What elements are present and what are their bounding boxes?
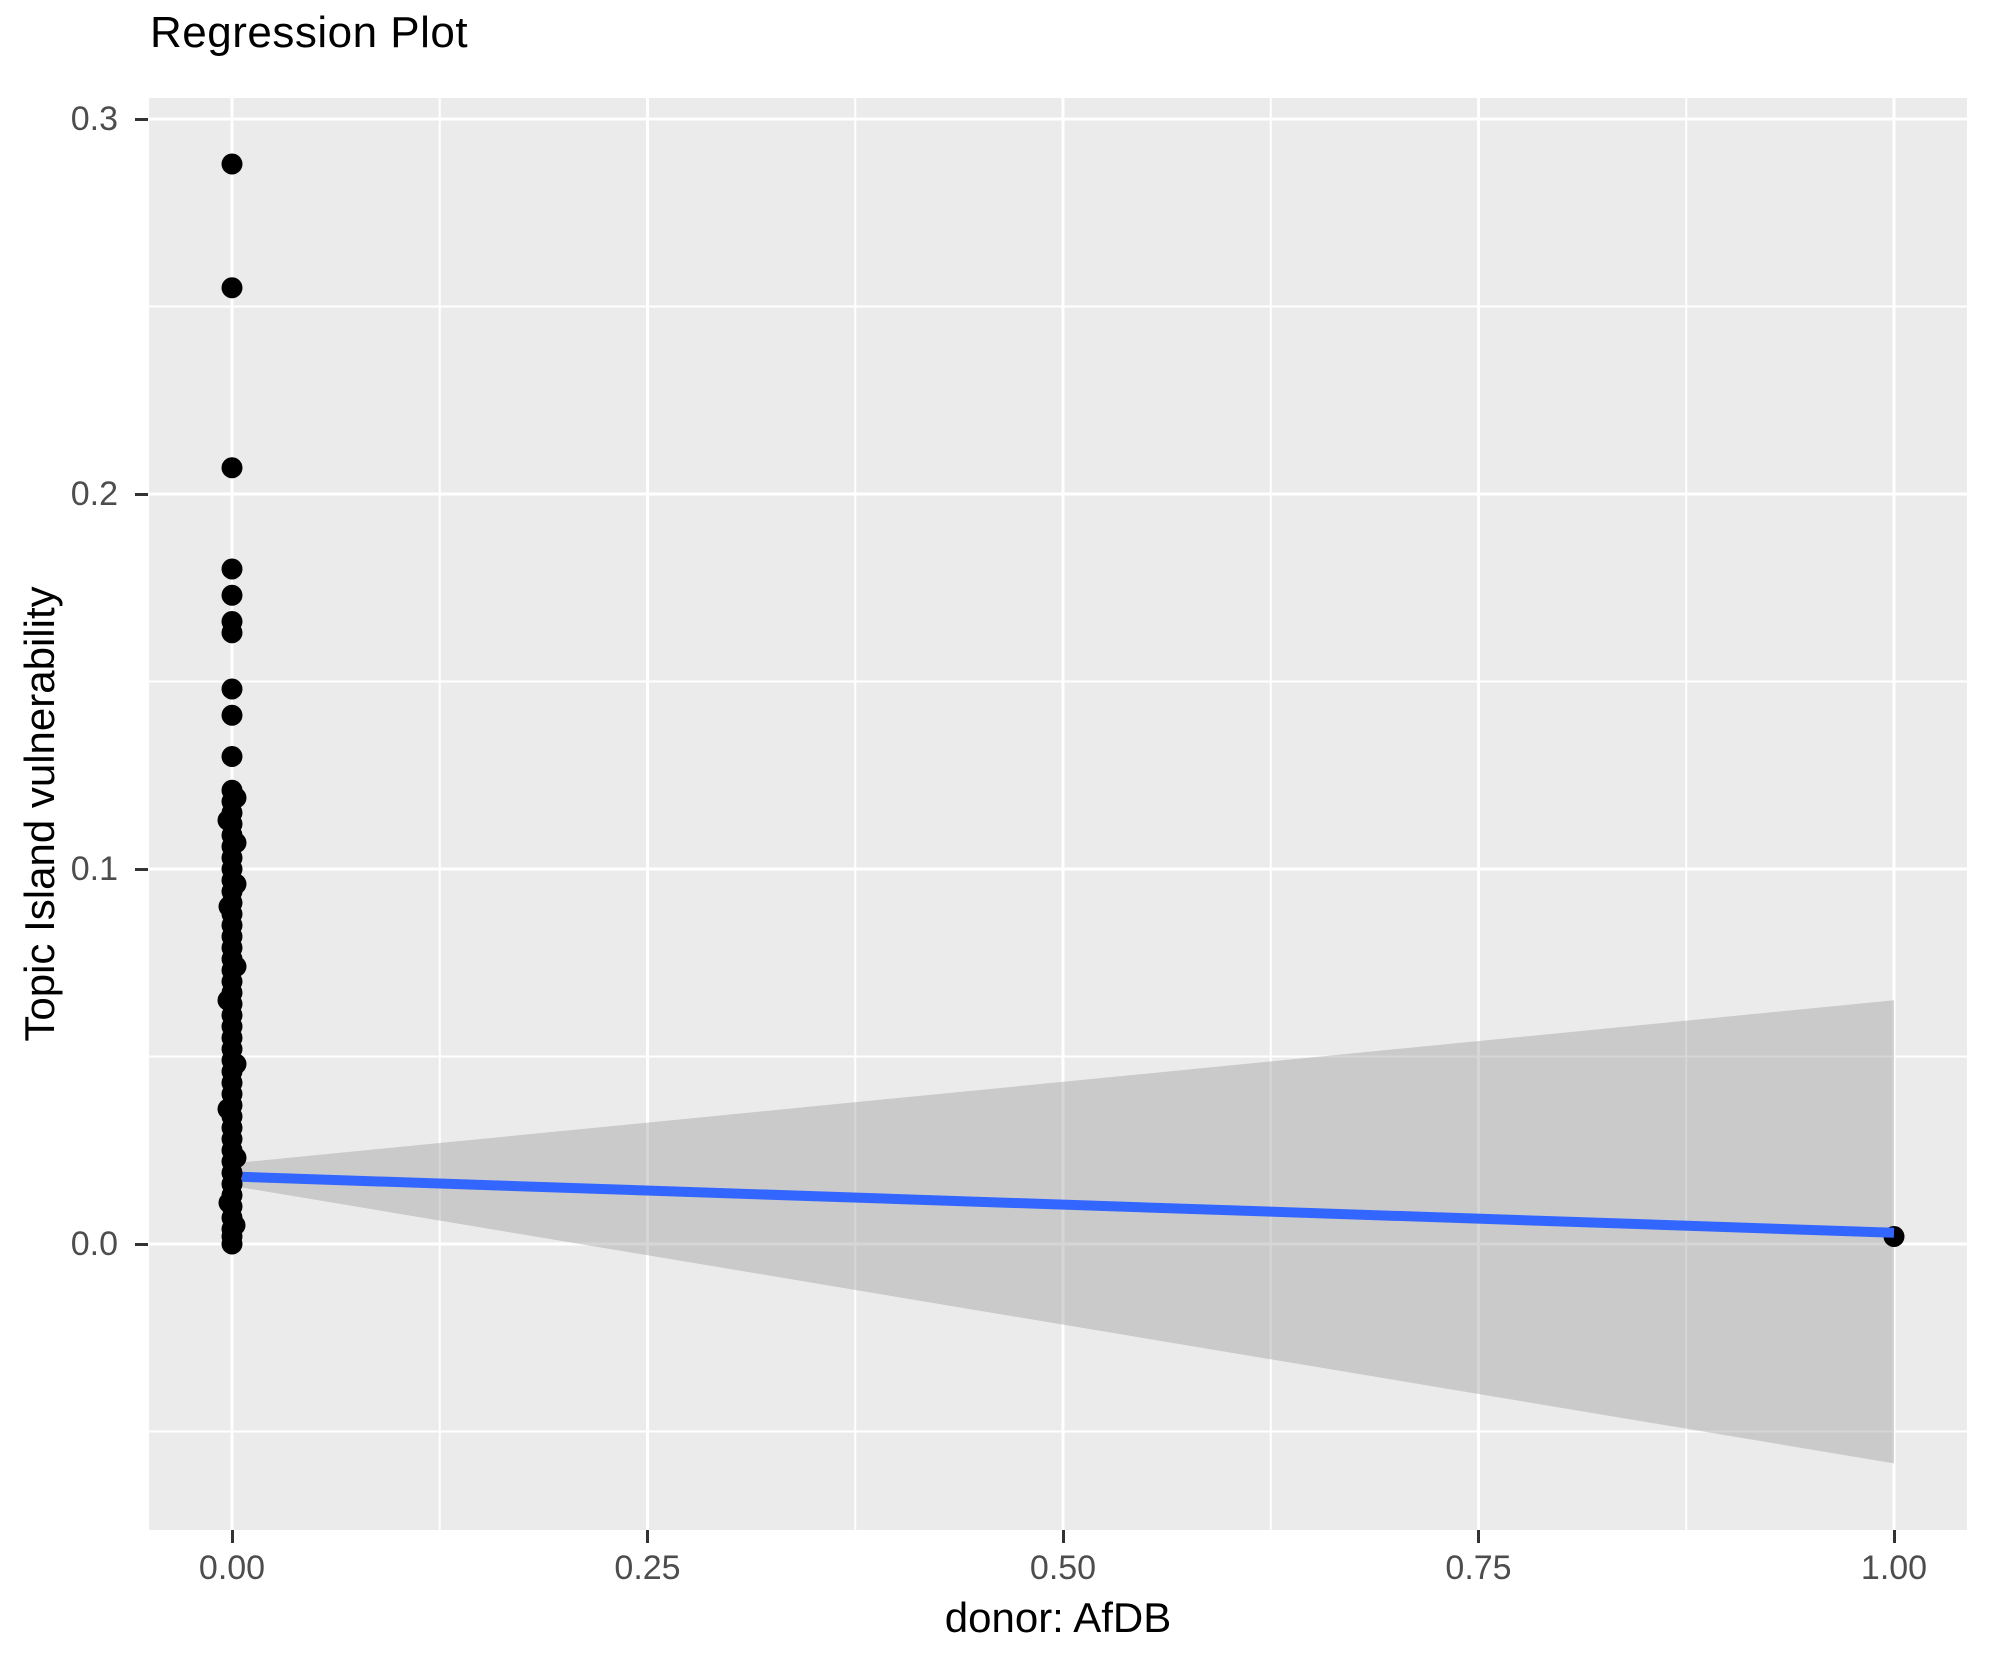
x-tick-mark bbox=[1477, 1530, 1480, 1543]
data-point bbox=[218, 896, 240, 917]
data-point bbox=[217, 989, 239, 1011]
plot-panel bbox=[149, 98, 1967, 1530]
data-point bbox=[221, 584, 243, 606]
panel-background bbox=[149, 98, 1967, 1530]
chart-title: Regression Plot bbox=[150, 8, 469, 57]
data-point bbox=[221, 622, 243, 644]
data-point bbox=[225, 787, 247, 809]
y-tick-mark bbox=[135, 867, 148, 871]
data-point bbox=[225, 832, 247, 854]
x-tick-mark bbox=[1892, 1530, 1896, 1543]
data-point bbox=[221, 704, 243, 726]
data-point bbox=[221, 277, 243, 299]
data-point bbox=[225, 873, 247, 895]
data-point bbox=[221, 457, 243, 479]
x-tick-mark bbox=[230, 1530, 234, 1543]
x-tick-label: 0.25 bbox=[614, 1549, 681, 1587]
x-tick-label: 1.00 bbox=[1860, 1549, 1928, 1587]
data-point bbox=[221, 558, 243, 580]
scatter-points bbox=[217, 153, 247, 1255]
data-point bbox=[225, 1053, 247, 1075]
data-point bbox=[221, 153, 243, 175]
confidence-ribbon bbox=[232, 1000, 1894, 1464]
y-tick-label: 0.3 bbox=[70, 100, 118, 138]
x-tick-mark bbox=[646, 1530, 649, 1543]
x-tick-mark bbox=[1061, 1530, 1065, 1543]
plot-canvas bbox=[149, 98, 1967, 1530]
x-tick-label: 0.00 bbox=[198, 1549, 266, 1587]
x-tick-label: 0.50 bbox=[1029, 1549, 1097, 1587]
y-tick-label: 0.1 bbox=[70, 850, 118, 888]
data-point bbox=[217, 809, 239, 831]
data-point bbox=[218, 1192, 240, 1214]
regression-line bbox=[231, 1171, 1895, 1238]
data-point bbox=[221, 678, 243, 700]
data-point bbox=[221, 746, 243, 767]
data-point bbox=[221, 1233, 243, 1255]
data-point bbox=[217, 1098, 239, 1120]
y-axis-title: Topic Island vulnerability bbox=[16, 586, 63, 1042]
y-tick-mark bbox=[135, 1242, 148, 1246]
data-point bbox=[225, 956, 247, 977]
data-point bbox=[225, 1147, 247, 1169]
x-tick-label: 0.75 bbox=[1445, 1549, 1512, 1587]
y-tick-label: 0.2 bbox=[70, 475, 118, 513]
x-axis-title: donor: AfDB bbox=[944, 1594, 1172, 1641]
minor-gridlines bbox=[149, 98, 1967, 1530]
major-gridlines bbox=[149, 98, 1967, 1530]
y-tick-mark bbox=[135, 117, 148, 121]
y-tick-label: 0.0 bbox=[70, 1225, 118, 1263]
data-point bbox=[224, 1214, 246, 1236]
y-tick-mark bbox=[135, 492, 148, 496]
